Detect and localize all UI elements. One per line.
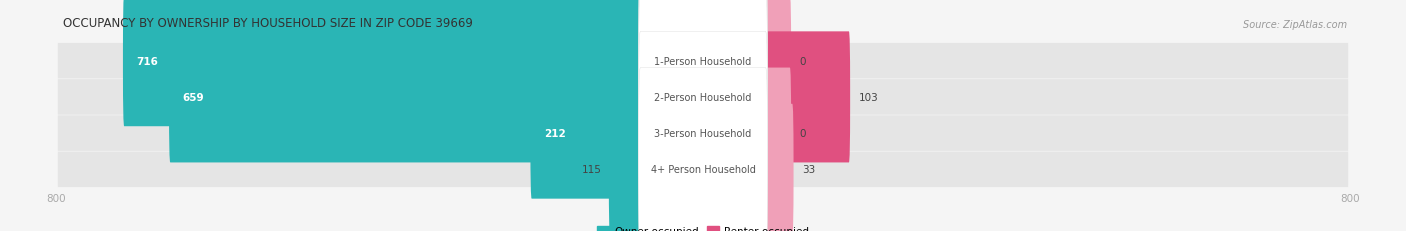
Text: 0: 0 — [800, 128, 806, 139]
Text: 716: 716 — [136, 56, 157, 66]
Text: 659: 659 — [183, 92, 204, 103]
FancyBboxPatch shape — [765, 104, 793, 231]
Text: 1-Person Household: 1-Person Household — [654, 56, 752, 66]
FancyBboxPatch shape — [638, 0, 768, 199]
Text: 0: 0 — [800, 56, 806, 66]
Text: Source: ZipAtlas.com: Source: ZipAtlas.com — [1243, 20, 1347, 30]
FancyBboxPatch shape — [169, 32, 641, 163]
FancyBboxPatch shape — [609, 104, 641, 231]
FancyBboxPatch shape — [765, 32, 851, 163]
Text: OCCUPANCY BY OWNERSHIP BY HOUSEHOLD SIZE IN ZIP CODE 39669: OCCUPANCY BY OWNERSHIP BY HOUSEHOLD SIZE… — [63, 17, 472, 30]
FancyBboxPatch shape — [58, 44, 1348, 79]
FancyBboxPatch shape — [122, 0, 641, 127]
FancyBboxPatch shape — [530, 68, 641, 199]
FancyBboxPatch shape — [638, 32, 768, 231]
FancyBboxPatch shape — [638, 0, 768, 163]
FancyBboxPatch shape — [58, 80, 1348, 115]
Text: 103: 103 — [859, 92, 879, 103]
FancyBboxPatch shape — [58, 116, 1348, 151]
FancyBboxPatch shape — [765, 0, 792, 127]
Legend: Owner-occupied, Renter-occupied: Owner-occupied, Renter-occupied — [593, 222, 813, 231]
Text: 2-Person Household: 2-Person Household — [654, 92, 752, 103]
Text: 4+ Person Household: 4+ Person Household — [651, 165, 755, 175]
Text: 3-Person Household: 3-Person Household — [654, 128, 752, 139]
Text: 115: 115 — [582, 165, 602, 175]
FancyBboxPatch shape — [765, 68, 792, 199]
FancyBboxPatch shape — [638, 68, 768, 231]
FancyBboxPatch shape — [58, 152, 1348, 187]
Text: 33: 33 — [801, 165, 815, 175]
Text: 212: 212 — [544, 128, 565, 139]
